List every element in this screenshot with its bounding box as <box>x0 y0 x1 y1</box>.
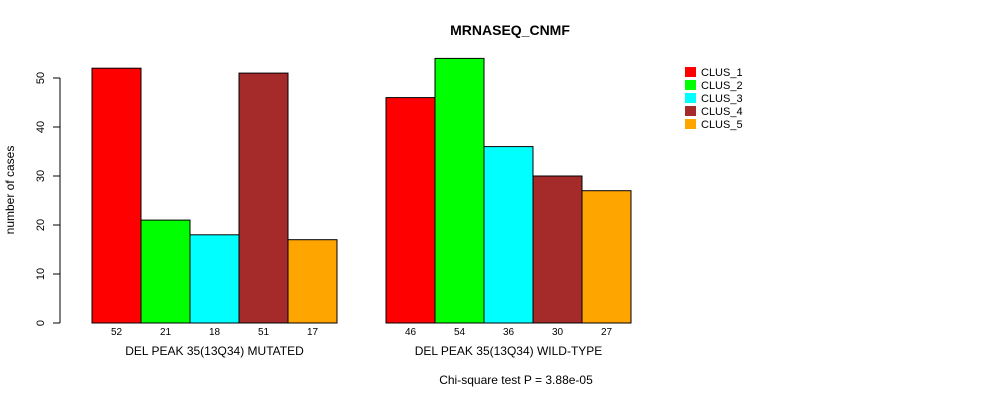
bar <box>581 190 632 324</box>
bar <box>385 97 436 324</box>
group-label: DEL PEAK 35(13Q34) WILD-TYPE <box>415 344 603 358</box>
group-label: DEL PEAK 35(13Q34) MUTATED <box>125 344 304 358</box>
chi-square-note: Chi-square test P = 3.88e-05 <box>439 373 593 387</box>
legend-item: CLUS_3 <box>685 93 743 105</box>
bar <box>189 234 240 324</box>
bar-count-label: 17 <box>307 327 319 338</box>
y-tick-label: 30 <box>35 170 47 182</box>
bar <box>140 219 191 324</box>
legend-label: CLUS_5 <box>701 119 743 131</box>
legend-label: CLUS_2 <box>701 80 743 92</box>
y-axis-label: number of cases <box>3 146 17 235</box>
legend-swatch <box>685 93 696 103</box>
bar-count-label: 46 <box>405 327 417 338</box>
legend-swatch <box>685 106 696 116</box>
legend-swatch <box>685 80 696 90</box>
bar-count-label: 21 <box>160 327 172 338</box>
legend-item: CLUS_1 <box>685 67 743 79</box>
chart-title: MRNASEQ_CNMF <box>450 22 570 38</box>
legend-swatch <box>685 119 696 129</box>
legend-label: CLUS_3 <box>701 93 743 105</box>
y-axis: 0 10 20 30 40 50 <box>35 72 61 326</box>
bar <box>532 175 583 324</box>
bar-count-label: 51 <box>258 327 270 338</box>
y-tick-label: 0 <box>35 320 47 326</box>
legend-item: CLUS_2 <box>685 80 743 92</box>
legend-label: CLUS_1 <box>701 67 743 79</box>
bar-count-label: 27 <box>601 327 613 338</box>
bar-count-label: 54 <box>454 327 466 338</box>
y-tick-label: 40 <box>35 121 47 133</box>
bar <box>483 146 534 324</box>
y-tick-label: 50 <box>35 72 47 84</box>
bar-count-label: 36 <box>503 327 515 338</box>
bar <box>287 239 338 324</box>
bar <box>434 57 485 324</box>
legend-item: CLUS_5 <box>685 119 743 131</box>
bar-group: 46 54 36 30 27 DEL PEAK 35(13Q34) WILD-TYPE <box>385 57 632 358</box>
bar-count-label: 52 <box>111 327 123 338</box>
legend-label: CLUS_4 <box>701 106 743 118</box>
bar-count-label: 30 <box>552 327 564 338</box>
legend-swatch <box>685 67 696 77</box>
y-tick-label: 20 <box>35 219 47 231</box>
legend-item: CLUS_4 <box>685 106 743 118</box>
y-tick-label: 10 <box>35 268 47 280</box>
bar-count-label: 18 <box>209 327 221 338</box>
bar <box>238 72 289 324</box>
bar <box>91 67 142 324</box>
